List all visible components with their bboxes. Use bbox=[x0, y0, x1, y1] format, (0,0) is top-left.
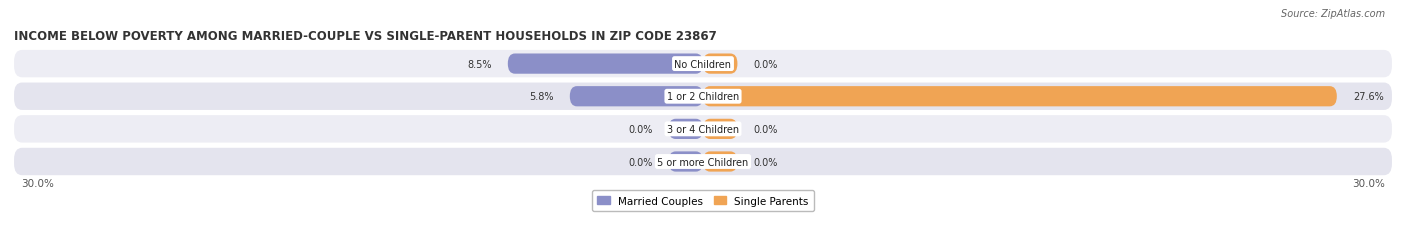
Text: 0.0%: 0.0% bbox=[754, 157, 778, 167]
Text: 8.5%: 8.5% bbox=[467, 59, 492, 69]
Text: 5 or more Children: 5 or more Children bbox=[658, 157, 748, 167]
Legend: Married Couples, Single Parents: Married Couples, Single Parents bbox=[592, 191, 814, 211]
FancyBboxPatch shape bbox=[703, 119, 738, 139]
FancyBboxPatch shape bbox=[669, 119, 703, 139]
FancyBboxPatch shape bbox=[14, 148, 1392, 176]
Text: 0.0%: 0.0% bbox=[628, 157, 652, 167]
FancyBboxPatch shape bbox=[703, 87, 1337, 107]
Text: 27.6%: 27.6% bbox=[1353, 92, 1384, 102]
FancyBboxPatch shape bbox=[14, 116, 1392, 143]
Text: INCOME BELOW POVERTY AMONG MARRIED-COUPLE VS SINGLE-PARENT HOUSEHOLDS IN ZIP COD: INCOME BELOW POVERTY AMONG MARRIED-COUPL… bbox=[14, 30, 717, 43]
Text: 0.0%: 0.0% bbox=[754, 59, 778, 69]
Text: 0.0%: 0.0% bbox=[754, 124, 778, 134]
FancyBboxPatch shape bbox=[569, 87, 703, 107]
Text: 0.0%: 0.0% bbox=[628, 124, 652, 134]
Text: 3 or 4 Children: 3 or 4 Children bbox=[666, 124, 740, 134]
Text: 5.8%: 5.8% bbox=[529, 92, 554, 102]
Text: 30.0%: 30.0% bbox=[1353, 179, 1385, 188]
Text: Source: ZipAtlas.com: Source: ZipAtlas.com bbox=[1281, 9, 1385, 19]
FancyBboxPatch shape bbox=[669, 152, 703, 172]
FancyBboxPatch shape bbox=[703, 152, 738, 172]
FancyBboxPatch shape bbox=[14, 51, 1392, 78]
FancyBboxPatch shape bbox=[703, 54, 738, 74]
Text: 1 or 2 Children: 1 or 2 Children bbox=[666, 92, 740, 102]
FancyBboxPatch shape bbox=[508, 54, 703, 74]
FancyBboxPatch shape bbox=[14, 83, 1392, 110]
Text: No Children: No Children bbox=[675, 59, 731, 69]
Text: 30.0%: 30.0% bbox=[21, 179, 53, 188]
